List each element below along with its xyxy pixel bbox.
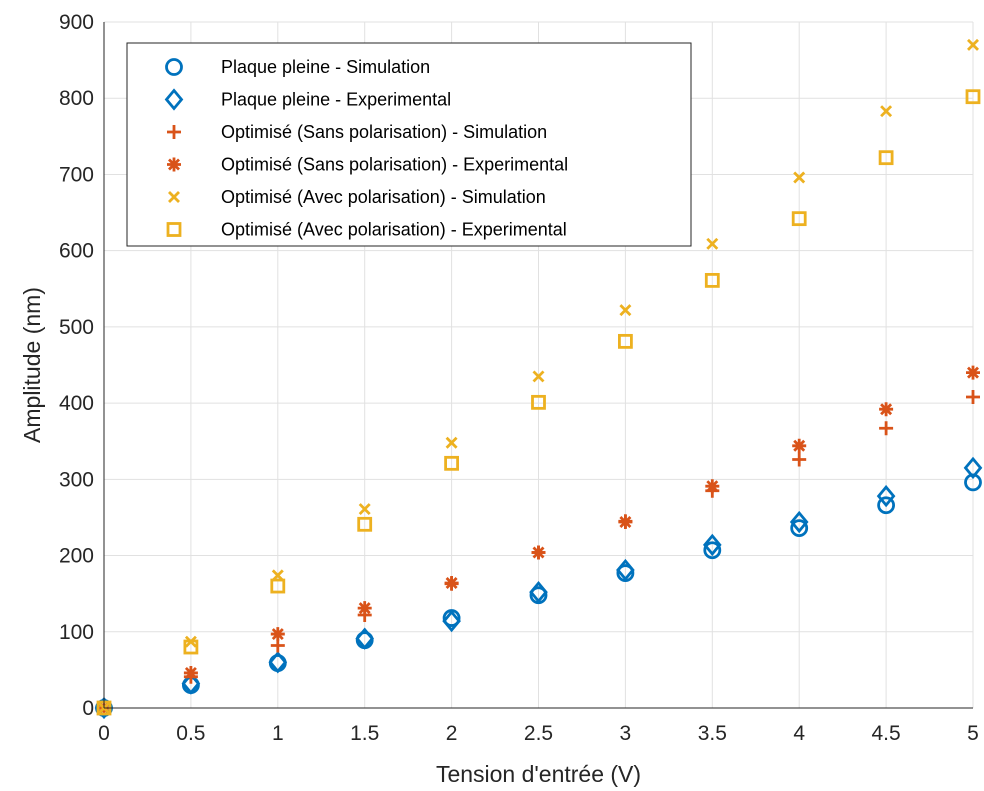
legend-box	[126, 42, 692, 247]
legend-item: Optimisé (Sans polarisation) - Simulatio…	[167, 122, 547, 142]
data-point	[616, 558, 635, 582]
x-tick-label: 5	[967, 722, 979, 745]
data-point	[619, 304, 632, 317]
data-point	[357, 516, 373, 532]
data-point	[878, 150, 894, 166]
data-point	[879, 421, 894, 436]
data-point	[270, 627, 285, 642]
y-axis-label: Amplitude (nm)	[19, 287, 45, 443]
data-point	[876, 484, 896, 508]
x-tick-label: 0	[98, 722, 110, 745]
legend: Plaque pleine - Simulation Plaque pleine …	[126, 42, 692, 247]
data-point	[706, 237, 719, 250]
data-point	[618, 333, 633, 349]
data-point	[702, 533, 722, 557]
x-tick-label: 1.5	[350, 722, 379, 745]
data-point	[357, 601, 372, 616]
data-point	[792, 452, 807, 467]
x-tick-label: 2.5	[524, 722, 553, 745]
data-point	[355, 627, 375, 650]
y-tick-label: 100	[59, 621, 94, 644]
x-axis-label: Tension d'entrée (V)	[436, 761, 641, 787]
data-point	[531, 394, 546, 410]
legend-marker	[165, 58, 183, 76]
data-point	[532, 370, 545, 383]
legend-marker	[164, 88, 184, 111]
legend-label: Optimisé (Sans polarisation) - Simulatio…	[221, 122, 547, 142]
y-tick-label: 400	[59, 392, 94, 415]
data-point	[963, 456, 983, 480]
data-point	[358, 503, 371, 516]
data-point	[531, 545, 546, 560]
series-5	[98, 38, 979, 714]
data-point	[966, 390, 980, 405]
legend-marker	[167, 125, 181, 139]
data-point	[880, 105, 893, 118]
y-tick-label: 500	[59, 316, 94, 339]
legend-marker	[166, 222, 182, 237]
legend-label: Plaque pleine - Experimental	[221, 90, 451, 110]
x-tick-labels: 0 0.5 1 1.5 2 2.5 3 3.5 4 4.5 5	[98, 722, 979, 745]
data-point	[789, 510, 809, 534]
axes	[103, 22, 973, 709]
data-point	[618, 515, 633, 530]
data-point	[879, 402, 894, 417]
legend-item: Optimisé (Avec polarisation) - Experimen…	[166, 220, 567, 240]
data-point	[183, 665, 198, 680]
data-point	[529, 580, 548, 604]
x-tick-label: 3.5	[698, 722, 727, 745]
data-point	[790, 519, 809, 538]
y-tick-label: 600	[59, 240, 94, 263]
data-point	[967, 38, 979, 51]
data-point	[444, 575, 459, 590]
legend-label: Optimisé (Avec polarisation) - Simulatio…	[221, 187, 546, 207]
legend-label: Optimisé (Avec polarisation) - Experimen…	[221, 220, 567, 240]
legend-item: Optimisé (Avec polarisation) - Simulatio…	[168, 187, 546, 207]
data-point	[444, 455, 460, 471]
x-tick-label: 1	[272, 722, 284, 745]
x-tick-label: 3	[620, 722, 632, 745]
legend-label: Optimisé (Sans polarisation) - Experimen…	[221, 155, 568, 175]
legend-item: Plaque pleine - Simulation	[165, 57, 430, 77]
legend-marker	[168, 191, 180, 203]
data-point	[877, 496, 895, 515]
y-tick-labels: 0 100 200 300 400 500 600 700 800 900	[59, 11, 94, 720]
y-tick-label: 200	[59, 545, 94, 568]
data-point	[270, 578, 286, 594]
x-tick-label: 2	[446, 722, 458, 745]
data-point	[966, 365, 980, 380]
y-tick-label: 0	[82, 697, 94, 720]
x-tick-label: 4	[793, 722, 805, 745]
y-tick-label: 900	[59, 11, 94, 34]
data-point	[705, 479, 720, 494]
data-points	[94, 38, 983, 720]
x-tick-label: 0.5	[176, 722, 205, 745]
legend-item: Plaque pleine - Experimental	[164, 88, 451, 111]
data-point	[183, 639, 199, 655]
data-point	[442, 609, 461, 633]
y-tick-label: 800	[59, 87, 94, 110]
data-point	[181, 672, 201, 695]
data-point	[793, 171, 806, 184]
y-tick-label: 300	[59, 468, 94, 491]
data-point	[704, 272, 720, 288]
data-point	[965, 89, 981, 105]
legend-item: Optimisé (Sans polarisation) - Experimen…	[167, 155, 568, 175]
data-point	[445, 436, 458, 449]
data-point	[792, 438, 807, 453]
data-point	[268, 651, 288, 674]
legend-marker	[167, 157, 181, 172]
legend-label: Plaque pleine - Simulation	[221, 57, 430, 77]
data-point	[703, 541, 722, 560]
data-point	[791, 211, 807, 227]
x-tick-label: 4.5	[871, 722, 900, 745]
y-tick-label: 700	[59, 163, 94, 186]
